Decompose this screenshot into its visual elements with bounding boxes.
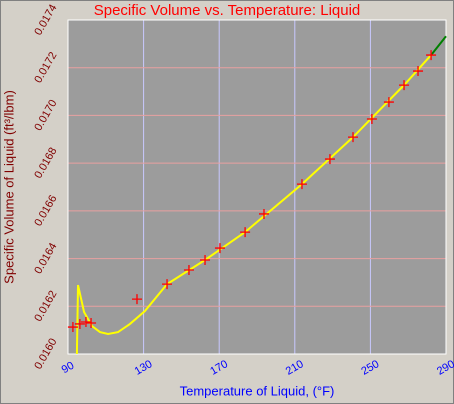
data-point	[348, 132, 359, 143]
data-point	[296, 179, 307, 190]
chart-title: Specific Volume vs. Temperature: Liquid	[94, 2, 361, 19]
data-line	[430, 35, 447, 56]
y-axis-label: Specific Volume of Liquid (ft³/lbm)	[1, 90, 16, 284]
data-point	[183, 265, 194, 276]
data-point	[258, 208, 269, 219]
x-tick-label: 90	[60, 360, 77, 377]
data-point	[324, 154, 335, 165]
data-point	[80, 317, 91, 328]
data-point	[413, 66, 424, 77]
data-point	[426, 50, 437, 61]
x-axis-label: Temperature of Liquid, (°F)	[180, 383, 335, 398]
data-point	[86, 317, 97, 328]
plot-border	[67, 19, 447, 355]
data-point	[200, 255, 211, 266]
data-line	[75, 54, 432, 355]
data-point	[399, 80, 410, 91]
data-point	[74, 318, 85, 329]
data-point	[366, 114, 377, 125]
data-point	[162, 279, 173, 290]
data-point	[131, 294, 142, 305]
data-point	[240, 227, 251, 238]
plot-area	[68, 20, 446, 354]
data-point	[67, 322, 78, 333]
data-point	[383, 97, 394, 108]
data-point	[214, 243, 225, 254]
